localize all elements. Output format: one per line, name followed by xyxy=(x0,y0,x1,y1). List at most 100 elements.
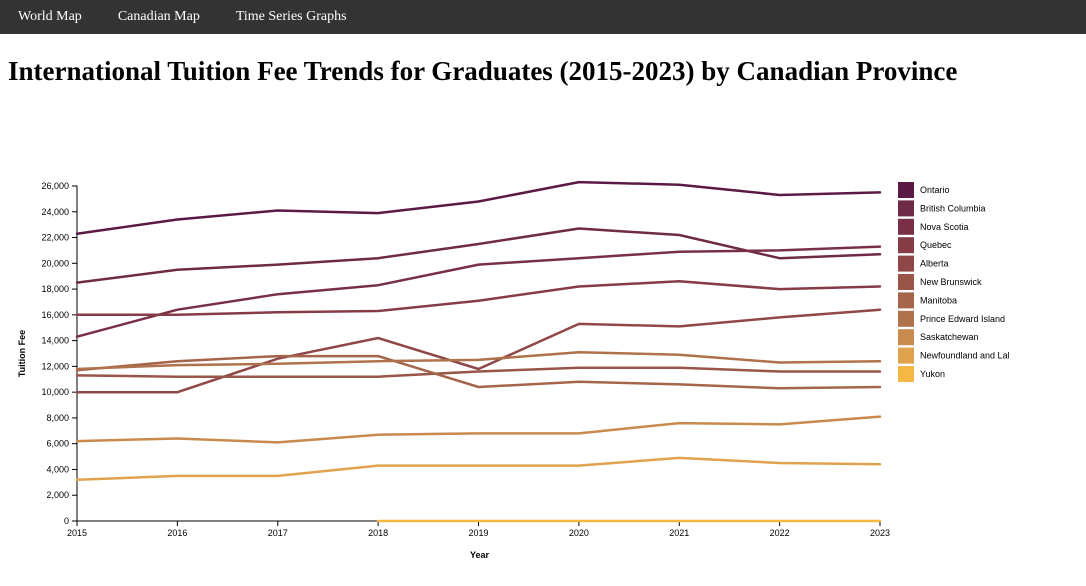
legend-swatch xyxy=(898,218,914,235)
y-tick: 18,000 xyxy=(41,284,77,294)
y-tick-label: 14,000 xyxy=(41,336,69,346)
x-tick-label: 2019 xyxy=(468,528,488,538)
legend: Ontario British Columbia Nova Scotia Quebec… xyxy=(898,182,1010,382)
y-tick: 4,000 xyxy=(46,464,77,474)
legend-label: Prince Edward Island xyxy=(920,314,1005,324)
x-tick-label: 2015 xyxy=(67,528,87,538)
x-tick-label: 2017 xyxy=(268,528,288,538)
y-tick-label: 6,000 xyxy=(46,439,69,449)
y-tick: 14,000 xyxy=(41,336,77,346)
x-tick: 2019 xyxy=(468,521,489,538)
legend-label: Alberta xyxy=(920,259,949,269)
legend-label: Nova Scotia xyxy=(920,222,969,232)
legend-label: Quebec xyxy=(920,240,952,250)
legend-item-nova-scotia: Nova Scotia xyxy=(898,218,969,235)
legend-swatch xyxy=(898,292,914,309)
y-tick: 10,000 xyxy=(41,387,77,397)
legend-item-alberta: Alberta xyxy=(898,255,949,272)
y-tick-label: 16,000 xyxy=(41,310,69,320)
series-line-british-columbia xyxy=(75,227,882,284)
x-tick-label: 2020 xyxy=(569,528,589,538)
series-line-quebec xyxy=(75,280,882,317)
x-tick: 2015 xyxy=(67,521,87,538)
series-line-saskatchewan xyxy=(75,415,882,444)
top-nav: World Map Canadian Map Time Series Graph… xyxy=(0,0,1086,34)
legend-swatch xyxy=(898,329,914,346)
legend-label: Ontario xyxy=(920,185,950,195)
series-line-manitoba xyxy=(75,354,882,390)
legend-item-new-brunswick: New Brunswick xyxy=(898,274,982,290)
series-line-ontario xyxy=(75,180,882,235)
y-axis-label: Tuition Fee xyxy=(17,330,27,377)
legend-label: New Brunswick xyxy=(920,277,982,287)
x-tick: 2023 xyxy=(870,521,890,538)
y-tick: 8,000 xyxy=(46,413,77,423)
chart-container: 0 2,000 4,000 6,000 8,000 10,000 12,000 14,000 1… xyxy=(0,160,1086,586)
x-tick: 2018 xyxy=(368,521,388,538)
y-tick: 20,000 xyxy=(41,258,77,268)
series-line-prince-edward-island xyxy=(75,350,882,371)
legend-item-quebec: Quebec xyxy=(898,237,952,254)
y-tick: 26,000 xyxy=(41,181,77,191)
legend-swatch xyxy=(898,366,914,382)
legend-item-ontario: Ontario xyxy=(898,182,950,198)
y-tick: 12,000 xyxy=(41,361,77,371)
legend-swatch xyxy=(898,274,914,290)
y-axis: 0 2,000 4,000 6,000 8,000 10,000 12,000 14,000 1… xyxy=(41,181,78,526)
legend-item-saskatchewan: Saskatchewan xyxy=(898,329,979,346)
legend-label: Yukon xyxy=(920,369,945,379)
legend-item-manitoba: Manitoba xyxy=(898,292,957,309)
series-line-new-brunswick xyxy=(75,366,882,378)
legend-swatch xyxy=(898,310,914,327)
series-line-nova-scotia xyxy=(75,245,882,338)
nav-canadian-map[interactable]: Canadian Map xyxy=(117,9,200,24)
legend-item-prince-edward-island: Prince Edward Island xyxy=(898,310,1005,327)
y-tick-label: 0 xyxy=(64,516,69,526)
x-tick: 2017 xyxy=(268,521,288,538)
y-tick: 24,000 xyxy=(41,207,77,217)
legend-swatch xyxy=(898,182,914,198)
legend-item-newfoundland-and-lal: Newfoundland and Lal xyxy=(898,347,1010,364)
series-line-alberta xyxy=(75,308,882,394)
series-lines xyxy=(75,180,882,523)
y-tick: 22,000 xyxy=(41,233,77,243)
legend-label: Manitoba xyxy=(920,295,957,305)
y-tick-label: 12,000 xyxy=(41,361,69,371)
y-tick-label: 20,000 xyxy=(41,258,69,268)
y-tick-label: 8,000 xyxy=(46,413,69,423)
legend-swatch xyxy=(898,255,914,272)
y-tick-label: 22,000 xyxy=(41,233,69,243)
x-tick-label: 2022 xyxy=(770,528,790,538)
legend-label: British Columbia xyxy=(920,203,986,213)
nav-world-map[interactable]: World Map xyxy=(18,9,82,24)
y-tick-label: 26,000 xyxy=(41,181,69,191)
y-tick-label: 4,000 xyxy=(46,464,69,474)
legend-swatch xyxy=(898,347,914,364)
x-tick: 2016 xyxy=(167,521,187,538)
x-tick-label: 2016 xyxy=(167,528,187,538)
y-tick-label: 10,000 xyxy=(41,387,69,397)
y-tick-label: 2,000 xyxy=(46,490,69,500)
line-chart: 0 2,000 4,000 6,000 8,000 10,000 12,000 14,000 1… xyxy=(17,180,1010,560)
legend-item-yukon: Yukon xyxy=(898,366,945,382)
legend-item-british-columbia: British Columbia xyxy=(898,200,986,217)
nav-time-series-graphs[interactable]: Time Series Graphs xyxy=(235,9,347,24)
y-tick-label: 24,000 xyxy=(41,207,69,217)
x-tick-label: 2018 xyxy=(368,528,388,538)
x-axis-label: Year xyxy=(470,550,490,560)
x-tick: 2021 xyxy=(669,521,689,538)
page-title: International Tuition Fee Trends for Gra… xyxy=(8,56,958,86)
y-tick-label: 18,000 xyxy=(41,284,69,294)
x-tick: 2022 xyxy=(770,521,790,538)
legend-swatch xyxy=(898,237,914,254)
y-axis-line xyxy=(72,185,78,522)
x-axis: 2015 2016 2017 2018 2019 2020 2021 2022 2023 xyxy=(67,520,890,538)
series-line-newfoundland-and-lal xyxy=(75,456,882,482)
legend-swatch xyxy=(898,200,914,217)
legend-label: Saskatchewan xyxy=(920,332,979,342)
x-tick-label: 2021 xyxy=(669,528,689,538)
y-tick: 16,000 xyxy=(41,310,77,320)
y-tick: 6,000 xyxy=(46,439,77,449)
y-tick: 0 xyxy=(64,516,77,526)
legend-label: Newfoundland and Lal xyxy=(920,351,1010,361)
